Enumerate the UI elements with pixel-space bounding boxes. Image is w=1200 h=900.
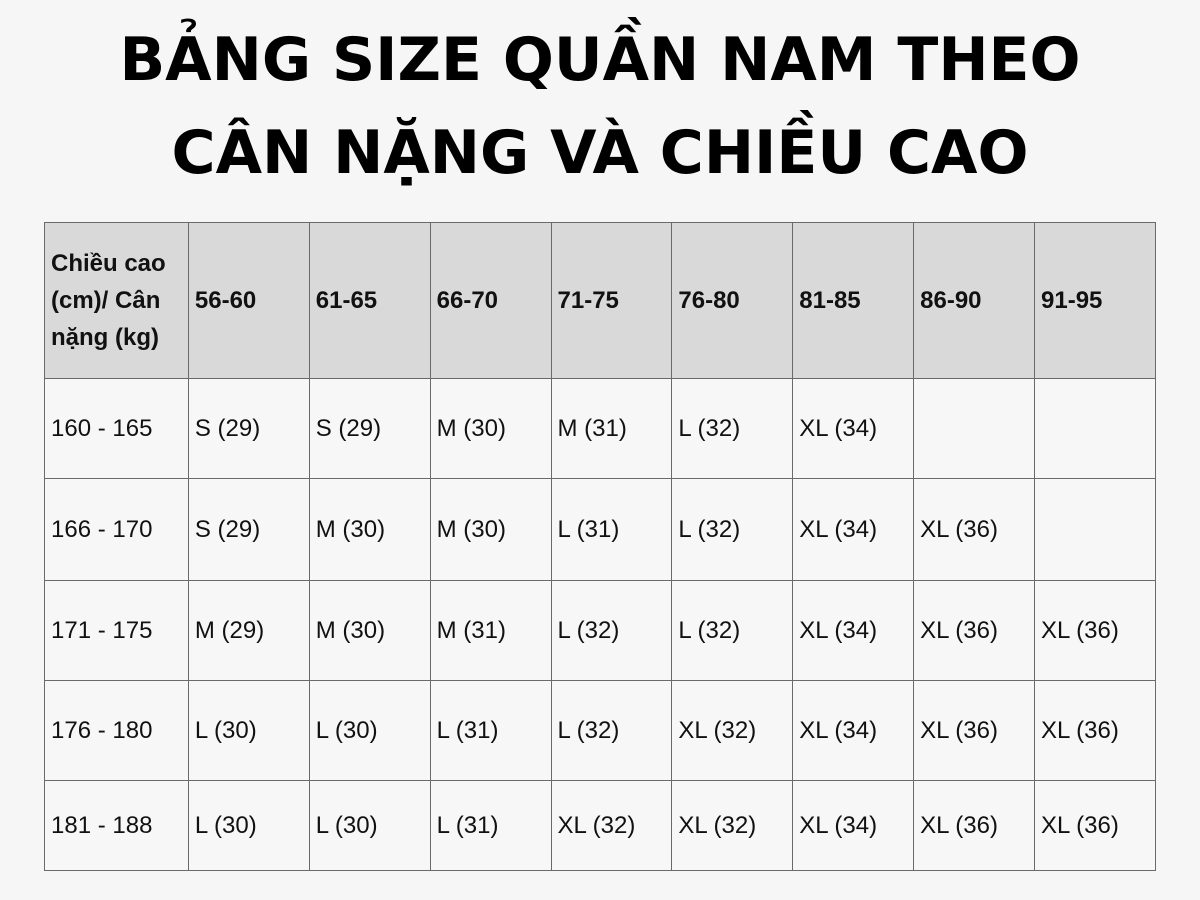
size-cell: L (30) — [187, 780, 310, 871]
size-cell: XL (36) — [913, 478, 1035, 581]
size-chart-table: Chiều cao (cm)/ Cân nặng (kg) 56-60 61-65… — [44, 222, 1156, 871]
size-cell: L (32) — [671, 378, 794, 479]
size-cell: XL (34) — [792, 378, 915, 479]
weight-column-header: 76-80 — [671, 222, 794, 379]
table-row: 181 - 188 L (30) L (30) L (31) XL (32) XL (32… — [44, 780, 1156, 871]
height-range-cell: 176 - 180 — [44, 680, 189, 781]
size-cell — [913, 378, 1035, 479]
size-cell: L (32) — [550, 580, 673, 681]
size-cell: XL (34) — [792, 680, 915, 781]
corner-header-cell: Chiều cao (cm)/ Cân nặng (kg) — [44, 222, 189, 379]
size-cell: L (30) — [308, 680, 431, 781]
size-cell: S (29) — [308, 378, 431, 479]
size-cell: S (29) — [187, 478, 310, 581]
table-row: 171 - 175 M (29) M (30) M (31) L (32) L (32) X… — [44, 580, 1156, 681]
table-header-row: Chiều cao (cm)/ Cân nặng (kg) 56-60 61-65… — [44, 222, 1156, 379]
size-cell: M (29) — [187, 580, 310, 681]
weight-column-header: 81-85 — [792, 222, 915, 379]
table-row: 166 - 170 S (29) M (30) M (30) L (31) L (32) X… — [44, 478, 1156, 581]
weight-column-header: 66-70 — [429, 222, 552, 379]
size-cell: XL (32) — [671, 680, 794, 781]
height-range-cell: 166 - 170 — [44, 478, 189, 581]
weight-column-header: 91-95 — [1034, 222, 1156, 379]
size-cell: XL (34) — [792, 780, 915, 871]
size-cell: L (32) — [550, 680, 673, 781]
page-title-line-1: BẢNG SIZE QUẦN NAM THEO — [119, 25, 1081, 95]
height-range-cell: 181 - 188 — [44, 780, 189, 871]
size-cell: S (29) — [187, 378, 310, 479]
size-cell: L (32) — [671, 478, 794, 581]
size-cell: L (32) — [671, 580, 794, 681]
height-range-cell: 160 - 165 — [44, 378, 189, 479]
size-cell: XL (34) — [792, 478, 915, 581]
size-cell — [1034, 378, 1156, 479]
table-row: 160 - 165 S (29) S (29) M (30) M (31) L (32) X… — [44, 378, 1156, 479]
weight-column-header: 56-60 — [187, 222, 310, 379]
size-cell: L (31) — [429, 780, 552, 871]
size-cell: L (30) — [187, 680, 310, 781]
weight-column-header: 71-75 — [550, 222, 673, 379]
size-cell: XL (34) — [792, 580, 915, 681]
size-cell: XL (36) — [913, 680, 1035, 781]
weight-column-header: 61-65 — [308, 222, 431, 379]
size-cell: XL (32) — [550, 780, 673, 871]
size-cell: XL (36) — [913, 780, 1035, 871]
size-cell: M (30) — [429, 378, 552, 479]
height-range-cell: 171 - 175 — [44, 580, 189, 681]
size-cell: M (30) — [429, 478, 552, 581]
size-cell: XL (36) — [1034, 780, 1156, 871]
size-cell: M (31) — [429, 580, 552, 681]
table-row: 176 - 180 L (30) L (30) L (31) L (32) XL (32)… — [44, 680, 1156, 781]
size-cell: M (30) — [308, 478, 431, 581]
size-cell: XL (36) — [1034, 680, 1156, 781]
size-cell: M (30) — [308, 580, 431, 681]
size-cell: XL (36) — [1034, 580, 1156, 681]
page-title-line-2: CÂN NẶNG VÀ CHIỀU CAO — [171, 118, 1029, 188]
size-cell: XL (32) — [671, 780, 794, 871]
size-cell: L (31) — [550, 478, 673, 581]
weight-column-header: 86-90 — [913, 222, 1035, 379]
size-cell: XL (36) — [913, 580, 1035, 681]
size-cell: M (31) — [550, 378, 673, 479]
size-cell: L (31) — [429, 680, 552, 781]
size-cell — [1034, 478, 1156, 581]
size-cell: L (30) — [308, 780, 431, 871]
